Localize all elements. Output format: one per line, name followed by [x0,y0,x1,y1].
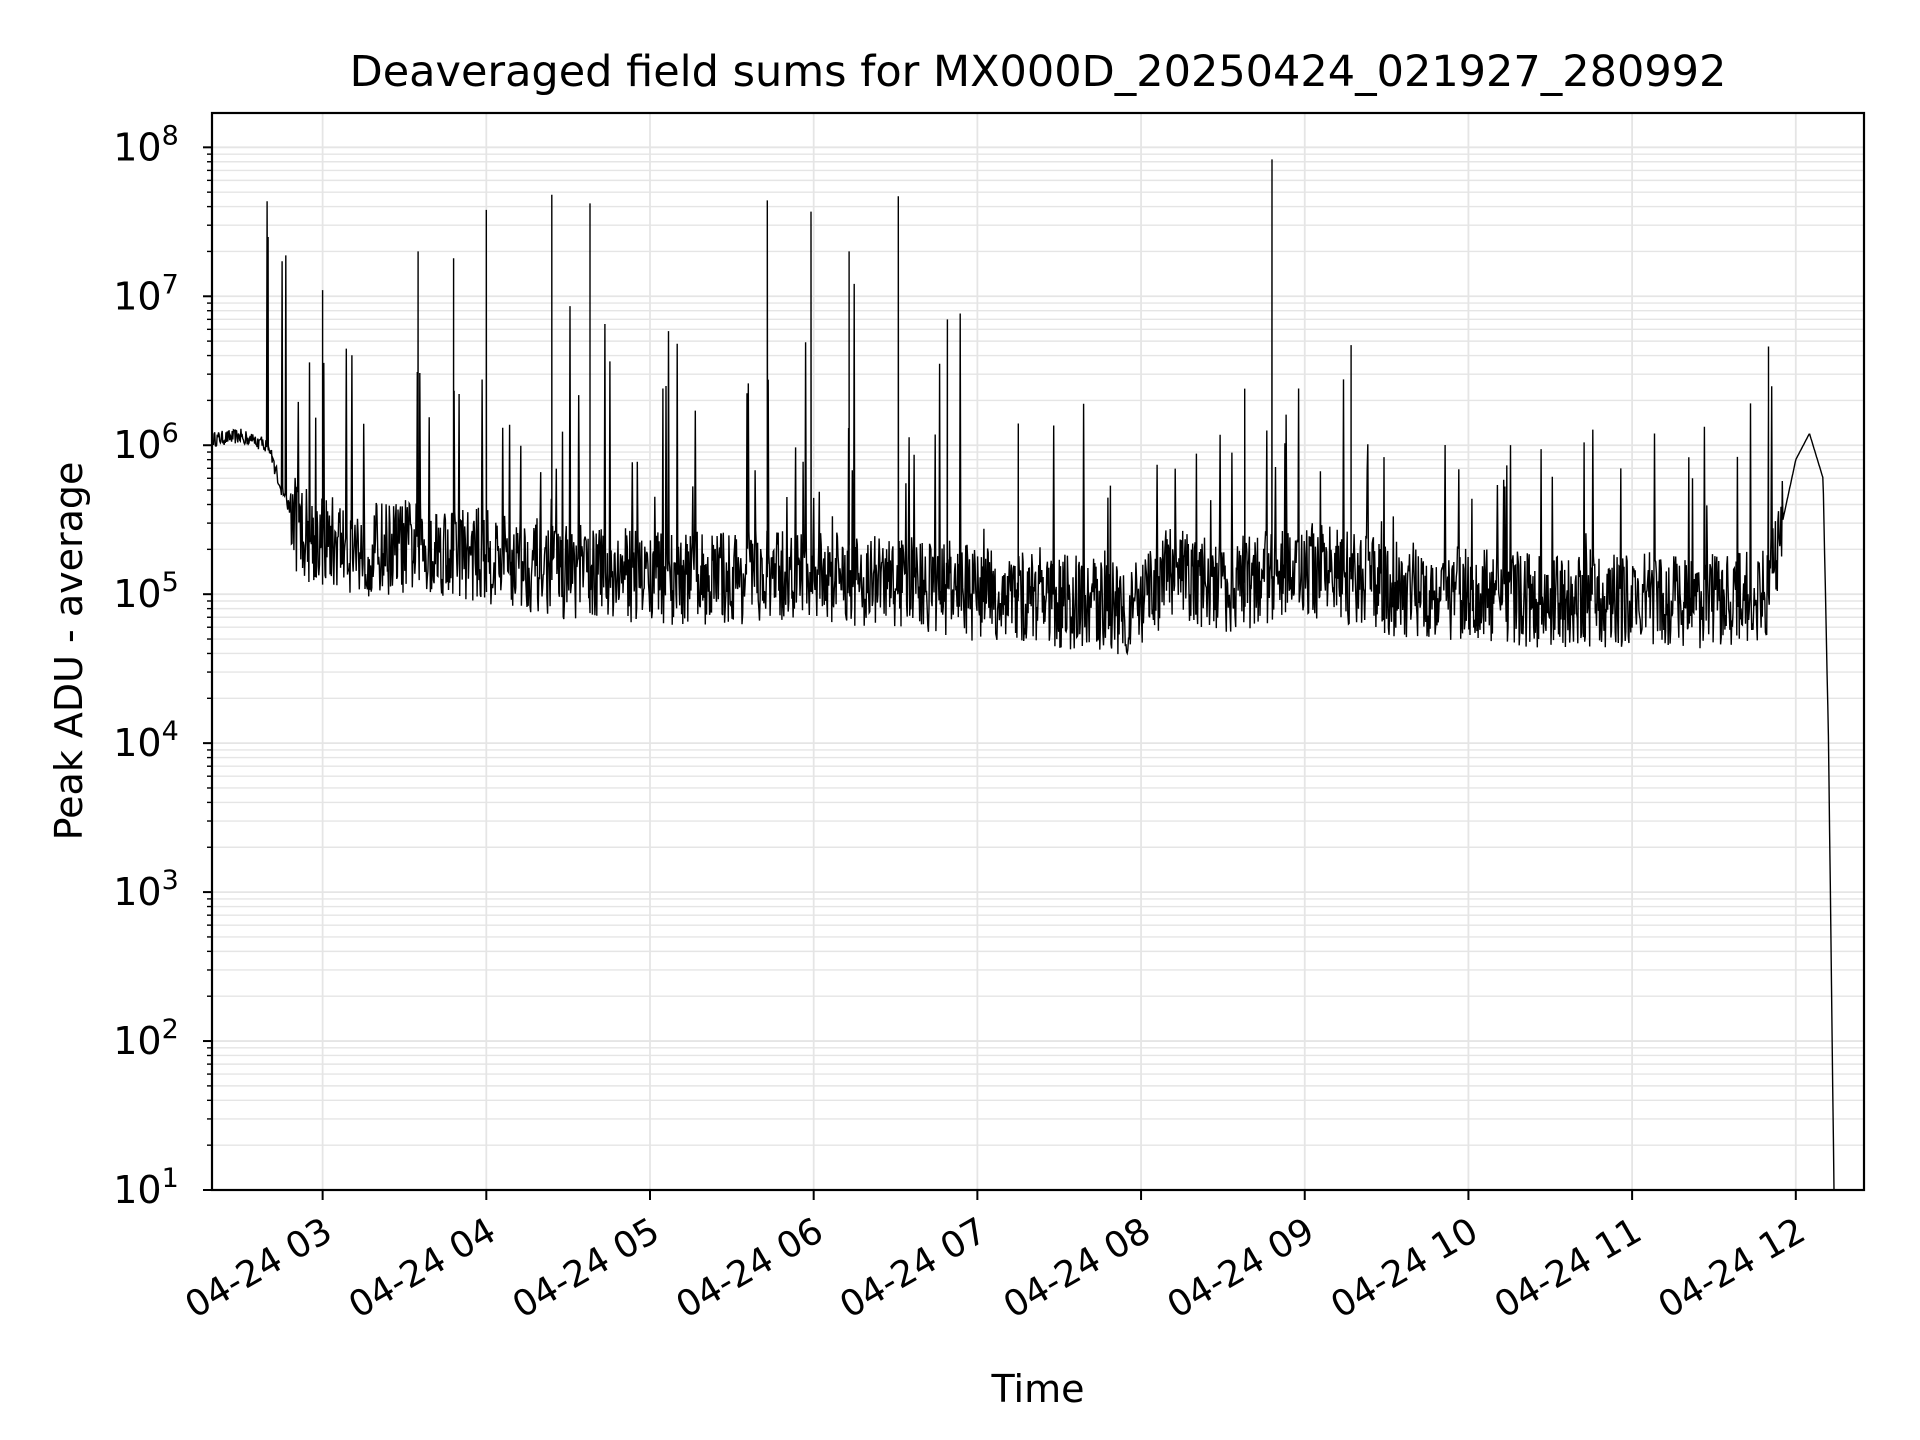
y-axis-label: Peak ADU - average [47,462,91,841]
data-layer [212,159,1835,1191]
chart-title: Deaveraged field sums for MX000D_2025042… [350,47,1727,97]
series-line [212,159,1835,1191]
plot-frame [210,111,1866,1192]
x-axis-label: Time [991,1367,1085,1411]
y-tick-label: 103 [113,865,179,914]
